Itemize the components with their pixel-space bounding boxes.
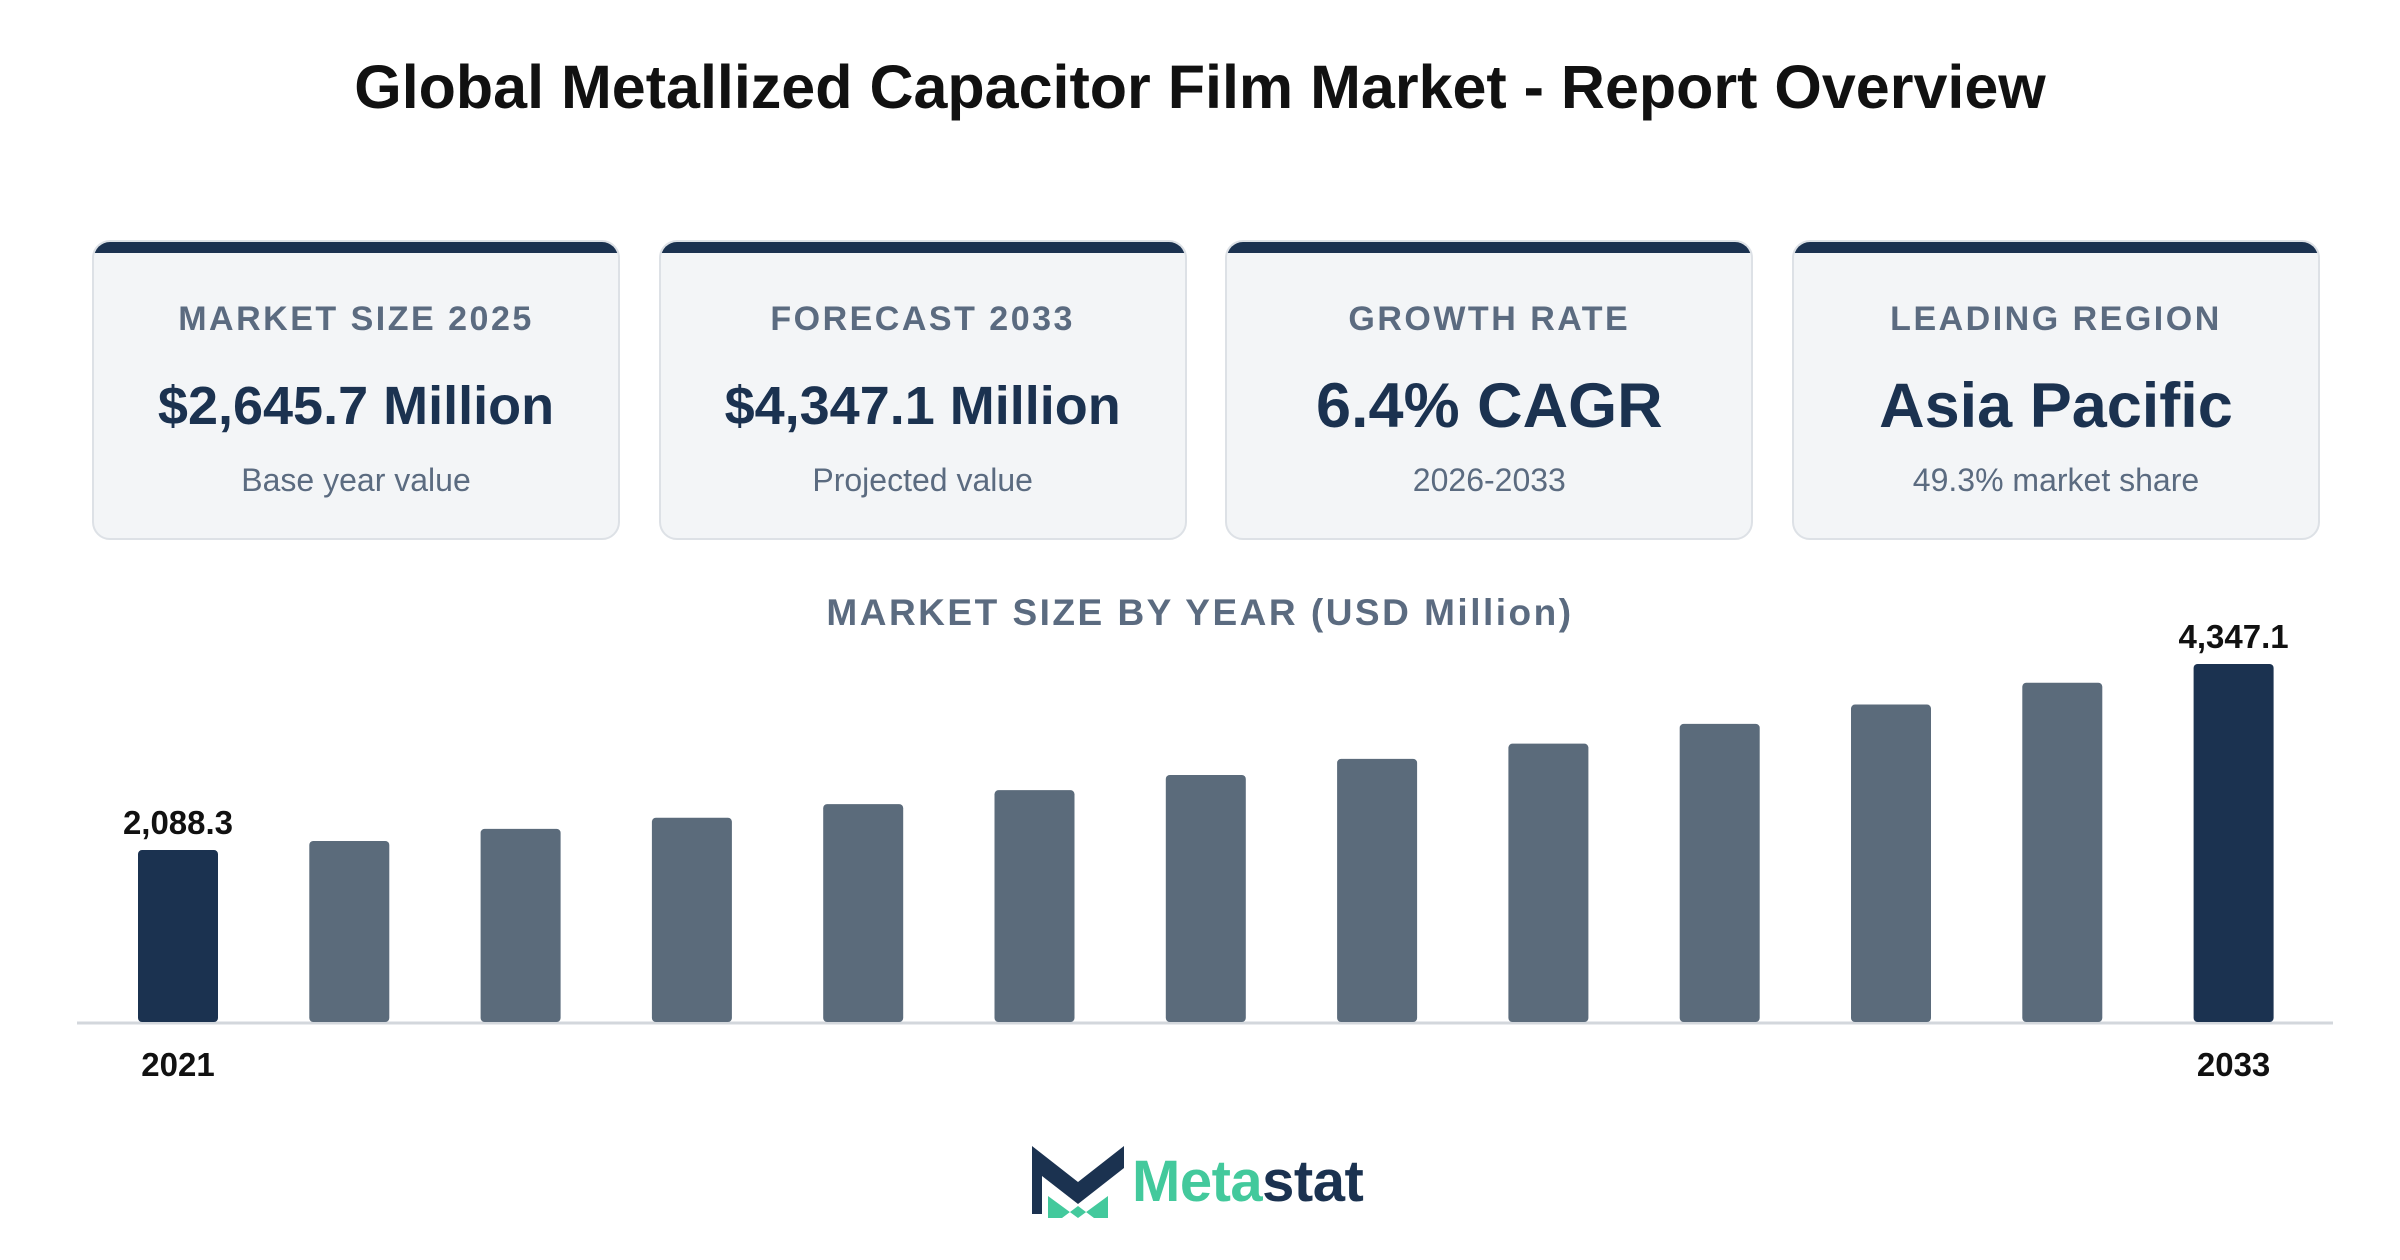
bar-2027 [1165,774,1246,1022]
stat-card-leading-region: LEADING REGION Asia Pacific 49.3% market… [1791,240,2320,540]
card-accent-bar [1793,242,2318,253]
card-label: LEADING REGION [1890,300,2222,338]
stat-card-forecast: FORECAST 2033 $4,347.1 Million Projected… [658,240,1187,540]
page-title: Global Metallized Capacitor Film Market … [354,53,2046,121]
bar-2026 [994,790,1075,1022]
market-size-bar-chart: 2,088.3 2021 4,347.1 2033 [77,618,2333,1083]
x-tick-label: 2021 [141,1046,214,1083]
card-value: $4,347.1 Million [724,376,1121,436]
chart-title: MARKET SIZE BY YEAR (USD Million) [826,592,1574,633]
card-subtitle: 49.3% market share [1912,462,2200,498]
bar-2029 [1508,743,1589,1022]
bar-value-label: 4,347.1 [2179,618,2289,655]
metastat-logo-icon [1032,1146,1124,1218]
stat-card-market-size: MARKET SIZE 2025 $2,645.7 Million Base y… [92,240,620,540]
card-value: $2,645.7 Million [157,376,555,436]
stat-cards: MARKET SIZE 2025 $2,645.7 Million Base y… [92,240,2320,540]
metastat-logo: Metastat [1028,1140,1388,1220]
card-value: Asia Pacific [1879,371,2233,441]
logo-text-suffix: stat [1262,1149,1364,1214]
card-accent-bar [660,242,1185,253]
stat-card-growth-rate: GROWTH RATE 6.4% CAGR 2026-2033 [1225,240,1754,540]
card-label: FORECAST 2033 [770,300,1075,338]
bar-2023 [480,828,561,1022]
bar-2033 [2193,664,2274,1022]
bar-2028 [1337,758,1418,1022]
card-label: GROWTH RATE [1348,300,1631,338]
x-tick-label: 2033 [2197,1046,2270,1083]
bar-2032 [2022,682,2103,1022]
metastat-wordmark: Metastat [1132,1148,1364,1215]
card-accent-bar [94,242,618,253]
card-subtitle: 2026-2033 [1412,462,1566,498]
card-label: MARKET SIZE 2025 [178,300,534,338]
card-value: 6.4% CAGR [1316,371,1663,441]
bar-2022 [309,840,390,1022]
bar-2031 [1851,704,1931,1022]
bar-2030 [1679,723,1760,1022]
bar-value-label: 2,088.3 [123,804,233,841]
card-subtitle: Projected value [812,462,1033,498]
bar-2025 [823,804,904,1022]
card-subtitle: Base year value [241,462,471,498]
bar-2021 [138,850,218,1022]
logo-text-prefix: Meta [1132,1149,1263,1214]
card-accent-bar [1227,242,1752,253]
bar-2024 [651,817,732,1022]
